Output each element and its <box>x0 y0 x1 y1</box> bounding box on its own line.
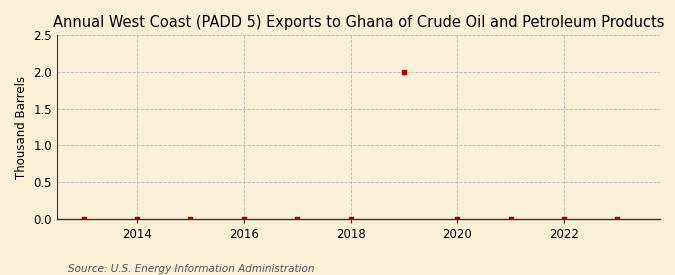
Point <box>452 216 462 221</box>
Text: Source: U.S. Energy Information Administration: Source: U.S. Energy Information Administ… <box>68 264 314 274</box>
Point <box>505 216 516 221</box>
Point <box>132 216 142 221</box>
Point <box>558 216 569 221</box>
Point <box>398 70 409 74</box>
Title: Annual West Coast (PADD 5) Exports to Ghana of Crude Oil and Petroleum Products: Annual West Coast (PADD 5) Exports to Gh… <box>53 15 664 30</box>
Point <box>612 216 623 221</box>
Point <box>292 216 302 221</box>
Point <box>185 216 196 221</box>
Point <box>345 216 356 221</box>
Y-axis label: Thousand Barrels: Thousand Barrels <box>15 75 28 178</box>
Point <box>78 216 89 221</box>
Point <box>238 216 249 221</box>
